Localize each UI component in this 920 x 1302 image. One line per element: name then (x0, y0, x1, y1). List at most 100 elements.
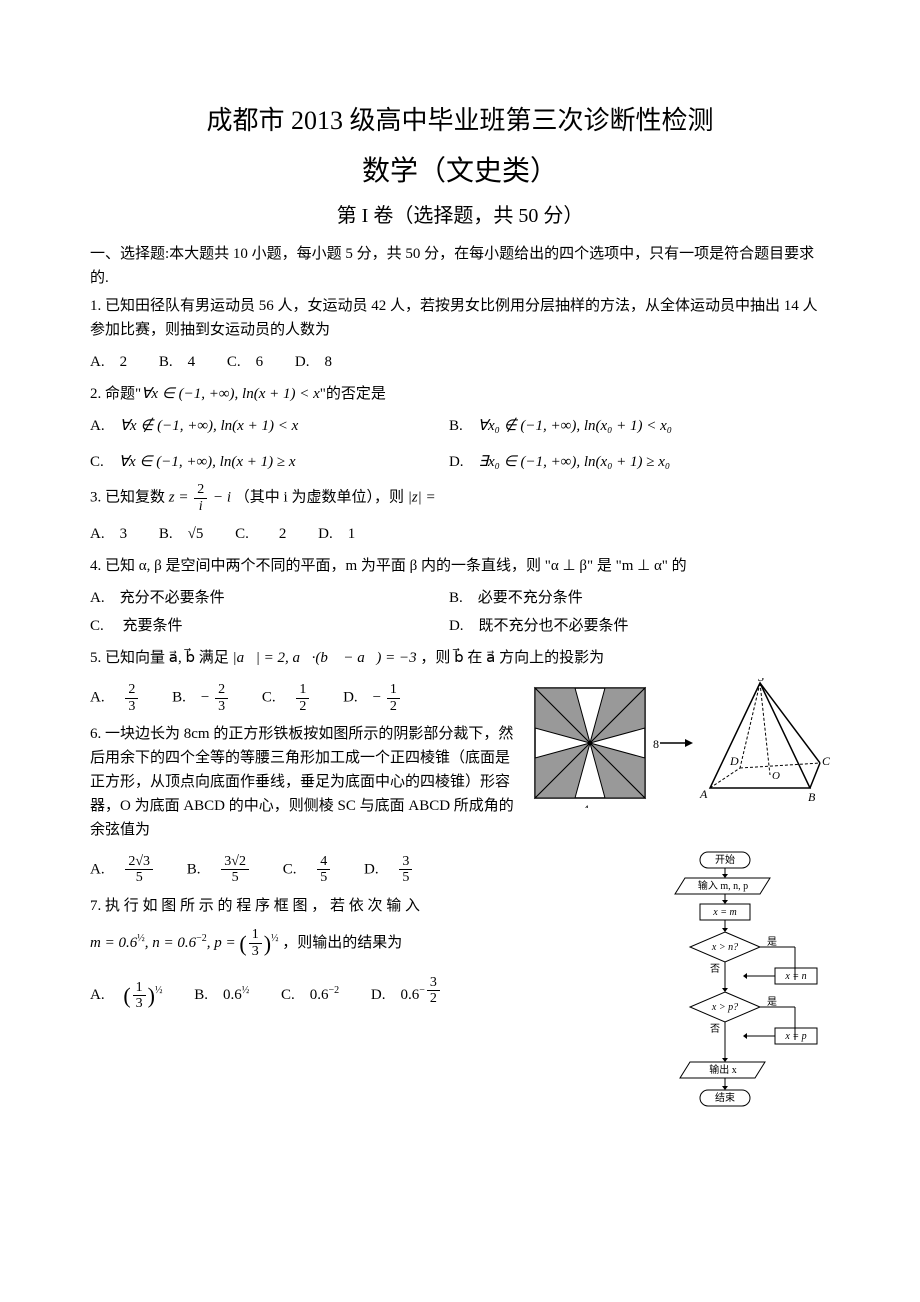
q2-option-c: C. ∀x ∈ (−1, +∞), ln(x + 1) ≥ x (90, 450, 445, 474)
q7-params: m = 0.6½, n = 0.6−2, p = (13)½ ，则输出的结果为 (90, 926, 645, 961)
q3-frac-num: 2 (194, 482, 207, 498)
q7-b-label: B. 0.6 (194, 987, 242, 1003)
q7-option-b: B. 0.6½ (194, 983, 249, 1007)
q6-c-label: C. (283, 861, 312, 877)
flow-no1: 否 (710, 963, 720, 975)
q7-n-exp: −2 (196, 933, 207, 944)
q2-c-expr: ∀x ∈ (−1, +∞), ln(x + 1) ≥ x (119, 454, 296, 470)
q7-m-exp: ½ (137, 933, 145, 944)
q3-b-sqrt: √5 (188, 526, 204, 542)
q2-option-d: D. ∃x₀ ∈ (−1, +∞), ln(x₀ + 1) ≥ x₀ (449, 450, 804, 474)
q4-options: A. 充分不必要条件 B. 必要不充分条件 C. 充要条件 D. 既不充分也不必… (90, 586, 830, 638)
q6-b-label: B. (187, 861, 216, 877)
q7-a-label: A. (90, 987, 120, 1003)
flow-assign-n: x = n (784, 971, 806, 982)
q7-p-exp: ½ (271, 933, 279, 944)
q3-option-a: A. 3 (90, 522, 127, 546)
q6-label-o: O (772, 770, 780, 782)
q6-options: A. 2√35 B. 3√25 C. 45 D. 35 (90, 854, 645, 886)
flow-assign-p: x = p (784, 1031, 806, 1042)
q6-c-frac: 45 (317, 854, 330, 886)
q5-option-b: B. − 23 (172, 682, 230, 714)
q5-b-num: 2 (215, 682, 228, 698)
q6-d-num: 3 (399, 854, 412, 870)
q7-option-d: D. 0.6−32 (371, 975, 442, 1007)
q3-prefix: 3. 已知复数 (90, 490, 169, 506)
q4-option-c: C. 充要条件 (90, 614, 445, 638)
q6-option-b: B. 3√25 (187, 854, 251, 886)
q5-options: A. 23 B. − 23 C. 12 D. − 12 (90, 682, 520, 714)
q7-a-num: 1 (133, 980, 146, 996)
q5-option-d: D. − 12 (343, 682, 402, 714)
q3-option-b: B. √5 (159, 522, 204, 546)
q5-c-frac: 12 (296, 682, 309, 714)
q7-m: m = 0.6 (90, 935, 137, 951)
q4-option-b: B. 必要不充分条件 (449, 586, 804, 610)
q6-svg-icon: 4 8 S A B C D O (530, 678, 830, 808)
q2-d-label: D. (449, 454, 479, 470)
q6-c-den: 5 (317, 870, 330, 885)
flow-no2: 否 (710, 1023, 720, 1035)
q3-frac-den: i (194, 499, 207, 514)
q7-options: A. (13)½ B. 0.6½ C. 0.6−2 D. 0.6−32 (90, 975, 645, 1013)
q7-option-a: A. (13)½ (90, 978, 163, 1013)
q6-option-a: A. 2√35 (90, 854, 155, 886)
q6-figure: 4 8 S A B C D O (530, 678, 830, 808)
q5-c-den: 2 (296, 699, 309, 714)
q3-option-c: C. 2 (235, 522, 286, 546)
q3-mid: （其中 i 为虚数单位），则 (235, 490, 408, 506)
flow-cond1: x > n? (711, 942, 738, 953)
flow-cond2: x > p? (711, 1002, 738, 1013)
q5-a-num: 2 (125, 682, 138, 698)
q2-b-label: B. (449, 418, 478, 434)
q6-c-num: 4 (317, 854, 330, 870)
q6-label-s: S (758, 678, 764, 684)
q5-d-frac: 12 (387, 682, 400, 714)
q5-suffix: ，则 b⃗ 在 a⃗ 方向上的投影为 (420, 650, 604, 666)
q2-b-expr: ∀x₀ ∉ (−1, +∞), ln(x₀ + 1) < x₀ (478, 418, 672, 434)
q1-option-a: A. 2 (90, 350, 127, 374)
q1-option-d: D. 8 (295, 350, 332, 374)
q7-flowchart: 开始 输入 m, n, p x = m x > n? 是 否 (655, 850, 830, 1140)
q6-label-8: 8 (653, 737, 659, 751)
q7-p-frac: 13 (249, 927, 262, 959)
q6-text: 6. 一块边长为 8cm 的正方形铁板按如图所示的阴影部分裁下，然后用余下的四个… (90, 722, 520, 842)
q7-c-label: C. 0.6 (281, 987, 329, 1003)
q2-stmt: ∀x ∈ (−1, +∞), ln(x + 1) < x (141, 386, 320, 402)
title-sub: 数学（文史类） (90, 150, 830, 195)
q7-p-num: 1 (249, 927, 262, 943)
q3-frac: 2i (194, 482, 207, 514)
q7-d-exp-num: 3 (427, 975, 440, 991)
q3-b-label: B. (159, 526, 188, 542)
q1-option-c: C. 6 (227, 350, 263, 374)
q6-option-d: D. 35 (364, 854, 414, 886)
q3-text: 3. 已知复数 z = 2i − i （其中 i 为虚数单位），则 |z| = (90, 482, 830, 514)
q2-a-label: A. (90, 418, 120, 434)
q6-label-a: A (699, 787, 708, 801)
q6-a-frac: 2√35 (125, 854, 153, 886)
q7-prefix: 7. 执 行 如 图 所 示 的 程 序 框 图 ， 若 依 次 输 入 (90, 898, 420, 914)
flow-end: 结束 (715, 1091, 735, 1104)
q5-c-label: C. (262, 690, 291, 706)
q2-option-b: B. ∀x₀ ∉ (−1, +∞), ln(x₀ + 1) < x₀ (449, 414, 804, 438)
flow-assign-m: x = m (712, 907, 736, 918)
q6-b-num: 3√2 (221, 854, 249, 870)
q6-a-label: A. (90, 861, 120, 877)
flow-output: 输出 x (709, 1063, 737, 1076)
q7-d-exp-den: 2 (427, 991, 440, 1006)
q6-b-frac: 3√25 (221, 854, 249, 886)
q6-label-c: C (822, 754, 830, 768)
q4-text: 4. 已知 α, β 是空间中两个不同的平面，m 为平面 β 内的一条直线，则 … (90, 554, 830, 578)
q7-option-c: C. 0.6−2 (281, 983, 339, 1007)
q5-cond: |a⃗| = 2, a⃗·(b⃗ − a⃗) = −3 (232, 650, 416, 666)
q5-a-den: 3 (125, 699, 138, 714)
q7-p-den: 3 (249, 944, 262, 959)
q3-minus-i: − i (213, 490, 231, 506)
q7-b-exp: ½ (242, 985, 250, 996)
q2-options: A. ∀x ∉ (−1, +∞), ln(x + 1) < x B. ∀x₀ ∉… (90, 414, 830, 474)
q2-suffix: "的否定是 (320, 386, 386, 402)
q2-prefix: 2. 命题" (90, 386, 141, 402)
q5-b-frac: 23 (215, 682, 228, 714)
q6-a-den: 5 (125, 870, 153, 885)
q6-d-frac: 35 (399, 854, 412, 886)
